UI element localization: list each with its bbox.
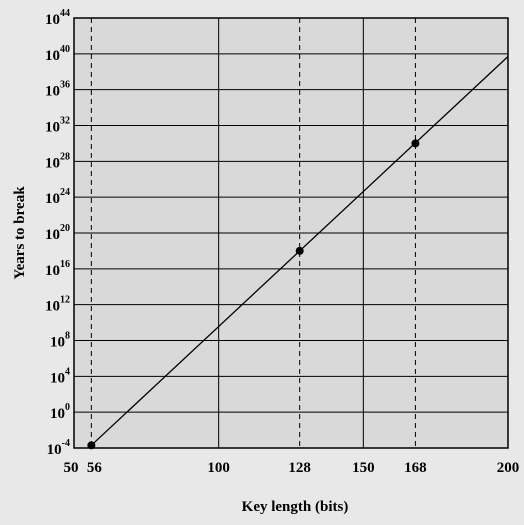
y-tick-label: 108 [50, 331, 70, 351]
x-tick-label: 56 [87, 460, 103, 476]
y-tick-labels: 10-4 100 104 108 1012 1016 1020 1024 1028 1032 103… [45, 8, 70, 458]
y-tick-label: 1044 [45, 8, 70, 28]
y-tick-label: 1028 [45, 151, 70, 171]
y-tick-label: 100 [50, 402, 70, 422]
y-tick-label: 1024 [45, 187, 70, 207]
y-tick-label: 10-4 [47, 438, 70, 458]
data-point [295, 246, 304, 255]
data-points [87, 139, 420, 450]
x-tick-label: 150 [352, 460, 375, 476]
y-tick-label: 1032 [45, 116, 70, 136]
data-point [411, 139, 420, 148]
y-tick-label: 104 [50, 366, 70, 386]
x-tick-label: 168 [404, 460, 427, 476]
y-tick-label: 1040 [45, 44, 70, 64]
x-tick-label: 200 [497, 460, 520, 476]
x-tick-label: 50 [64, 460, 79, 476]
x-axis-title: Key length (bits) [242, 499, 349, 515]
y-tick-label: 1016 [45, 259, 70, 279]
plot-frame [73, 17, 509, 449]
x-tick-labels: 50 56 100 128 150 168 200 [64, 460, 520, 476]
x-tick-label: 128 [288, 460, 311, 476]
x-tick-label: 100 [207, 460, 230, 476]
y-axis-title: Years to break [12, 186, 28, 280]
y-tick-label: 1020 [45, 223, 70, 243]
y-tick-label: 1036 [45, 80, 70, 100]
y-tick-label: 1012 [45, 295, 70, 315]
